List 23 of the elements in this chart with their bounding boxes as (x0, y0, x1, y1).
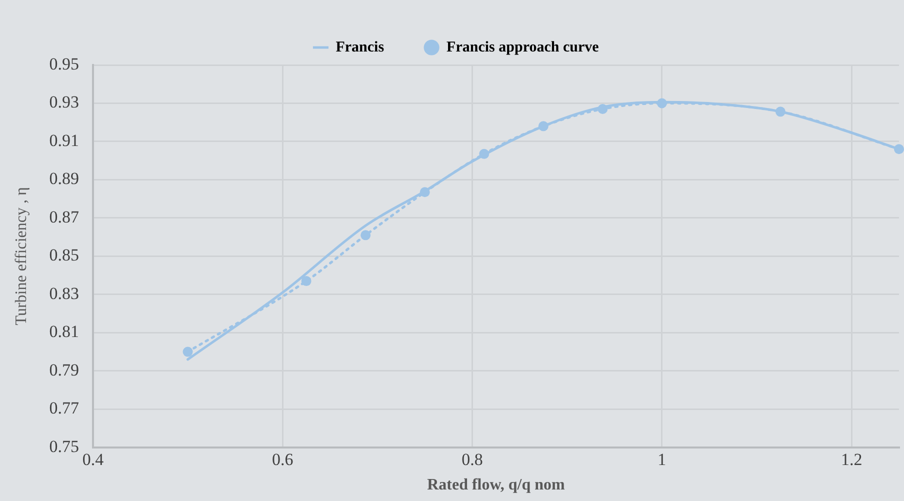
x-tick-label: 1 (658, 450, 666, 470)
x-tick-label: 0.8 (462, 450, 483, 470)
x-axis-title: Rated flow, q/q nom (427, 476, 566, 494)
y-tick-label: 0.89 (49, 169, 79, 188)
x-tick-label: 0.4 (82, 450, 104, 470)
x-tick-label: 0.6 (272, 450, 294, 470)
legend-label: Francis approach curve (446, 39, 600, 56)
y-axis-title: Turbine efficiency , η (12, 187, 30, 326)
y-tick-label: 0.75 (49, 436, 79, 456)
y-tick-label: 0.77 (49, 398, 80, 418)
y-tick-label: 0.83 (49, 284, 79, 303)
legend-label: Francis (336, 39, 384, 56)
point (301, 276, 312, 286)
point (182, 346, 193, 357)
y-tick-label: 0.91 (49, 130, 79, 150)
y-tick-label: 0.87 (49, 207, 80, 226)
y-tick-label: 0.79 (49, 360, 79, 380)
y-tick-label: 0.93 (49, 92, 79, 112)
x-tick-label: 1.2 (840, 450, 862, 470)
y-tick-label: 0.95 (49, 54, 79, 74)
y-tick-label: 0.85 (49, 246, 79, 265)
y-tick-label: 0.81 (49, 322, 79, 342)
point (360, 230, 371, 240)
